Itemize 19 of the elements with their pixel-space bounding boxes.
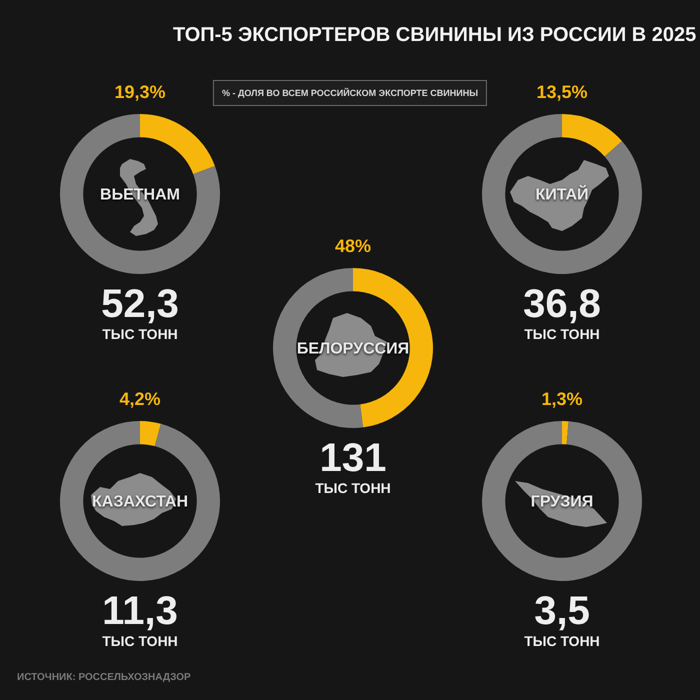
data-label: 1,3% bbox=[541, 388, 583, 409]
data-label: 4,2% bbox=[118, 388, 160, 409]
text: 11,3 bbox=[102, 589, 178, 634]
text: % - ДОЛЯ ВО ВСЕМ РОССИЙСКОМ ЭКСПОРТЕ СВИНИНЫ bbox=[212, 80, 488, 106]
text: ТЫС ТОНН bbox=[524, 325, 600, 342]
data-label: 48% bbox=[334, 236, 372, 256]
data-label: 13,5% bbox=[536, 81, 588, 102]
data-label: 19,3% bbox=[114, 81, 166, 102]
text: ИСТОЧНИК: РОССЕЛЬХОЗНАДЗОР bbox=[17, 672, 191, 684]
text: 3,5 bbox=[534, 589, 590, 634]
text: 36,8 bbox=[522, 282, 601, 326]
text: ТЫС ТОНН bbox=[102, 325, 178, 342]
text: 52,3 bbox=[100, 282, 178, 326]
text: 131 bbox=[320, 436, 386, 480]
text: ТОП-5 ЭКСПОРТЕРОВ СВИНИНЫ ИЗ РОССИИ В 2025 bbox=[173, 23, 696, 47]
text: КИТАЙ bbox=[535, 184, 588, 203]
text: ТЫС ТОНН bbox=[102, 632, 178, 649]
text: ТЫС ТОНН bbox=[524, 632, 600, 649]
text: ТЫС ТОНН bbox=[315, 480, 391, 496]
